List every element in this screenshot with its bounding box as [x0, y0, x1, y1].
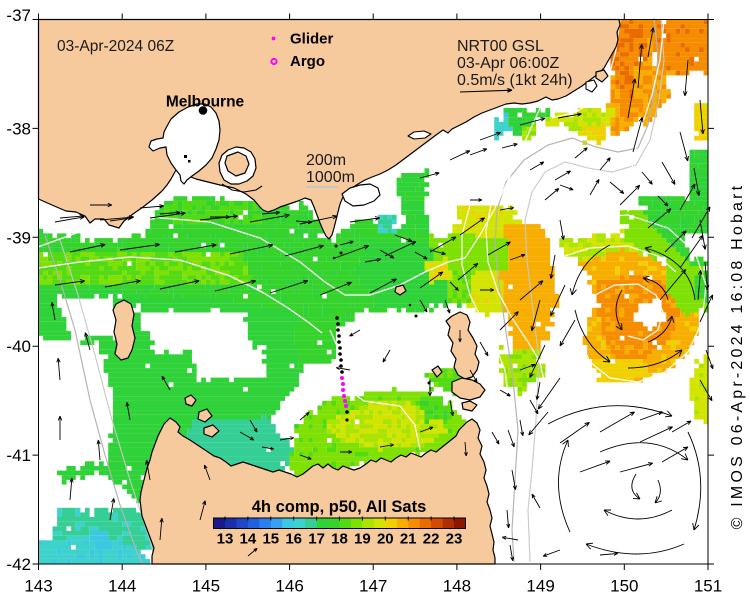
svg-text:15: 15 — [262, 531, 279, 548]
svg-text:145: 145 — [192, 577, 220, 596]
svg-text:NRT00 GSL: NRT00 GSL — [457, 38, 544, 55]
svg-text:-37: -37 — [6, 6, 31, 25]
svg-text:03-Apr 06:00Z: 03-Apr 06:00Z — [457, 55, 560, 72]
svg-text:18: 18 — [331, 531, 348, 548]
svg-text:144: 144 — [108, 577, 136, 596]
svg-text:21: 21 — [400, 531, 417, 548]
svg-text:20: 20 — [377, 531, 394, 548]
svg-text:-39: -39 — [6, 228, 31, 247]
svg-text:13: 13 — [217, 531, 234, 548]
svg-text:16: 16 — [285, 531, 302, 548]
svg-text:200m: 200m — [306, 152, 346, 169]
svg-text:-42: -42 — [6, 555, 31, 574]
svg-text:4h comp, p50, All Sats: 4h comp, p50, All Sats — [252, 498, 427, 516]
svg-text:148: 148 — [443, 577, 471, 596]
svg-text:147: 147 — [359, 577, 387, 596]
svg-text:22: 22 — [423, 531, 440, 548]
svg-text:Glider: Glider — [290, 31, 334, 48]
svg-text:0.5m/s (1kt 24h): 0.5m/s (1kt 24h) — [457, 72, 573, 89]
svg-text:149: 149 — [526, 577, 554, 596]
svg-text:143: 143 — [24, 577, 52, 596]
svg-text:Argo: Argo — [290, 53, 325, 70]
svg-text:23: 23 — [446, 531, 463, 548]
svg-text:-40: -40 — [6, 337, 31, 356]
svg-text:151: 151 — [694, 577, 722, 596]
svg-text:146: 146 — [275, 577, 303, 596]
svg-text:19: 19 — [354, 531, 371, 548]
svg-text:-41: -41 — [6, 446, 31, 465]
svg-text:17: 17 — [308, 531, 325, 548]
svg-text:-38: -38 — [6, 119, 31, 138]
svg-text:© IMOS 06-Apr-2024 16:08 Hobar: © IMOS 06-Apr-2024 16:08 Hobart — [729, 183, 746, 530]
svg-text:03-Apr-2024 06Z: 03-Apr-2024 06Z — [57, 38, 174, 55]
svg-text:14: 14 — [240, 531, 257, 548]
svg-text:1000m: 1000m — [306, 169, 355, 186]
svg-text:150: 150 — [610, 577, 638, 596]
